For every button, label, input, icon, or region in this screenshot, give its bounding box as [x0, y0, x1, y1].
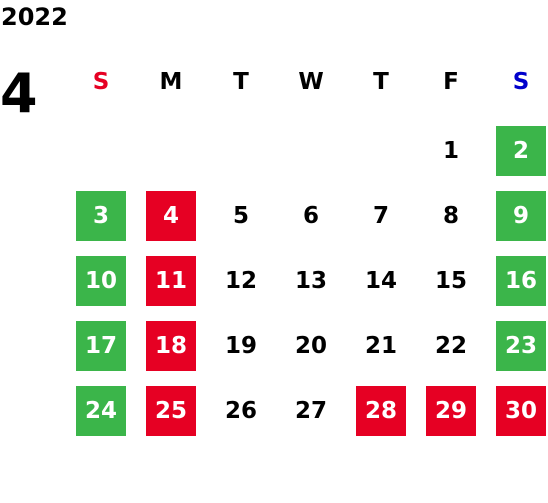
day-cell[interactable]: 3 — [76, 191, 126, 241]
day-cell[interactable]: 30 — [496, 386, 546, 436]
day-cell[interactable]: 7 — [372, 203, 389, 229]
day-cell[interactable]: 8 — [442, 203, 459, 229]
weekday-label: S — [92, 69, 110, 95]
day-cell[interactable]: 14 — [364, 268, 397, 294]
day-cell[interactable]: 18 — [146, 321, 196, 371]
weekday-label: W — [298, 69, 324, 95]
day-cell[interactable]: 5 — [232, 203, 249, 229]
day-cell[interactable]: 12 — [224, 268, 257, 294]
day-cell[interactable]: 9 — [496, 191, 546, 241]
day-cell[interactable]: 25 — [146, 386, 196, 436]
day-cell[interactable]: 26 — [224, 398, 257, 424]
day-cell[interactable]: 2 — [496, 126, 546, 176]
weekday-label: T — [233, 69, 249, 95]
weekday-label: S — [512, 69, 530, 95]
day-cell[interactable]: 21 — [364, 333, 397, 359]
day-cell[interactable]: 24 — [76, 386, 126, 436]
day-cell[interactable]: 15 — [434, 268, 467, 294]
weekday-label: T — [373, 69, 389, 95]
weekday-label: F — [443, 69, 459, 95]
day-cell[interactable]: 10 — [76, 256, 126, 306]
weekday-label: M — [159, 69, 183, 95]
day-cell[interactable]: 29 — [426, 386, 476, 436]
calendar-month: 4 — [0, 62, 38, 125]
day-cell[interactable]: 23 — [496, 321, 546, 371]
day-cell[interactable]: 13 — [294, 268, 327, 294]
calendar-year: 2022 — [1, 3, 68, 31]
day-cell[interactable]: 19 — [224, 333, 257, 359]
day-cell[interactable]: 6 — [302, 203, 319, 229]
day-cell[interactable]: 11 — [146, 256, 196, 306]
day-cell[interactable]: 17 — [76, 321, 126, 371]
day-cell[interactable]: 4 — [146, 191, 196, 241]
day-cell[interactable]: 1 — [442, 138, 459, 164]
day-cell[interactable]: 20 — [294, 333, 327, 359]
calendar-grid: 1 2 3 4 5 6 7 8 9 10 11 12 13 14 15 16 17 18 19 20 21 22 23 24 2… — [68, 116, 548, 446]
day-cell[interactable]: 22 — [434, 333, 467, 359]
day-cell[interactable]: 28 — [356, 386, 406, 436]
day-cell[interactable]: 16 — [496, 256, 546, 306]
day-cell[interactable]: 27 — [294, 398, 327, 424]
